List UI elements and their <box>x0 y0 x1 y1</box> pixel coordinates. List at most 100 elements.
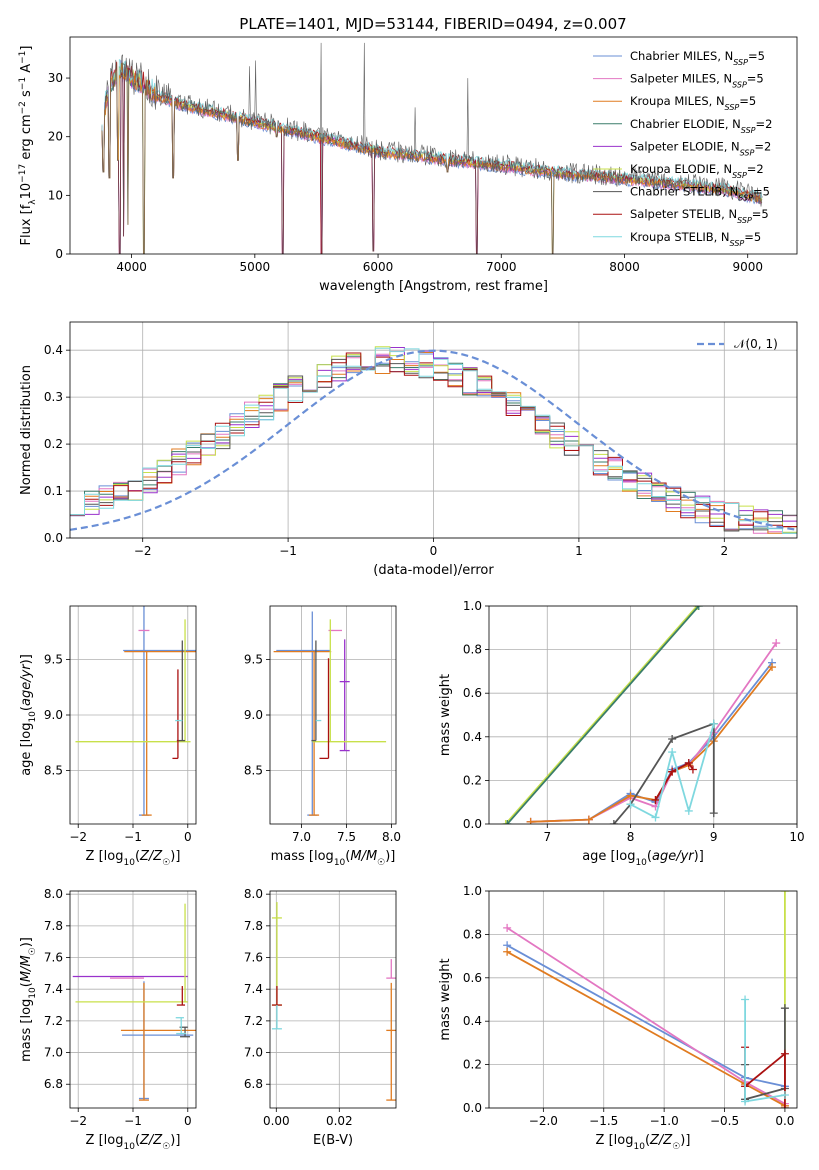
tick-label-x: 0.02 <box>326 1114 353 1128</box>
series-marker <box>668 767 677 776</box>
tick-label-x: 5000 <box>240 260 271 274</box>
axes-frame <box>269 605 397 825</box>
legend-label: Salpeter ELODIE, NSSP=2 <box>630 139 771 157</box>
series-marker <box>503 923 512 932</box>
tick-label-x: 0 <box>430 544 438 558</box>
tick-label-y: 7.2 <box>44 1014 63 1028</box>
series-line <box>530 642 777 823</box>
normal-curve <box>70 349 797 531</box>
axes-frame <box>69 36 798 255</box>
tick-label-y: 0.0 <box>44 531 63 545</box>
tick-label-x: 7000 <box>486 260 517 274</box>
axes-frame <box>488 890 798 1109</box>
tick-label-y: 0.6 <box>463 971 482 985</box>
axis-label: Z [log10(Z/Z☉)] <box>596 1133 691 1152</box>
series-line <box>101 61 763 254</box>
plot-area <box>503 891 789 1108</box>
tick-label-y: 8.0 <box>244 887 263 901</box>
series-marker <box>780 1090 789 1099</box>
tick-label-y: 0.8 <box>463 643 482 657</box>
tick-label-y: 7.6 <box>244 951 263 965</box>
series-line <box>101 62 763 254</box>
legend-label: Salpeter STELIB, NSSP=5 <box>630 207 769 225</box>
tick-label-x: −1 <box>124 1114 142 1128</box>
chart-residuals: −2 −1 0 1 2 0.0 0.1 0.2 0.3 0.4 (data-model)/error… <box>19 321 798 578</box>
tick-label-x: −0.5 <box>710 1114 739 1128</box>
plot-area <box>72 903 196 1101</box>
tick-label-y: 6.8 <box>244 1077 263 1091</box>
axis-label: age [log10(age/yr)] <box>19 654 38 776</box>
series-marker <box>694 606 703 610</box>
tick-label-x: 9 <box>710 830 718 844</box>
tick-label-y: 8.5 <box>44 764 63 778</box>
axes-frame <box>488 605 798 825</box>
tick-label-y: 9.5 <box>244 652 263 666</box>
axis-label: mass weight <box>438 674 453 756</box>
chart-mass-vs-ebv: 0.00 0.02 6.8 7.0 7.2 7.4 7.6 7.8 8.0 E(B-V) <box>244 887 397 1148</box>
axis-label: Z [log10(Z/Z☉)] <box>86 849 181 868</box>
series-marker <box>668 748 677 757</box>
series-marker <box>626 800 635 809</box>
tick-label-x: 7.0 <box>292 830 311 844</box>
tick-label-y: 7.4 <box>244 982 263 996</box>
series-line <box>504 606 698 824</box>
series-marker <box>741 1097 750 1106</box>
plot-area <box>101 42 763 254</box>
series-line <box>506 951 786 1107</box>
series-marker <box>668 734 677 743</box>
tick-label-y: 7.0 <box>44 1046 63 1060</box>
legend-label: 𝒩(0, 1) <box>734 337 778 351</box>
series-line <box>530 662 773 823</box>
axis-label: age [log10(age/yr)] <box>582 849 704 868</box>
axis-label: mass weight <box>438 958 453 1040</box>
tick-label-y: 7.2 <box>244 1014 263 1028</box>
tick-label-x: 10 <box>789 830 804 844</box>
tick-label-x: 8.0 <box>382 830 401 844</box>
axes-frame <box>69 890 197 1109</box>
tick-label-x: 0 <box>184 830 192 844</box>
series-marker <box>503 820 512 824</box>
series-marker <box>684 758 693 767</box>
tick-label-x: −1.0 <box>650 1114 679 1128</box>
chart-weight-vs-age: 7 8 9 10 0.0 0.2 0.4 0.6 0.8 1.0 age [log10(age/yr… <box>438 599 805 868</box>
tick-label-y: 7.6 <box>44 951 63 965</box>
plot-area <box>501 606 781 824</box>
tick-label-y: 6.8 <box>44 1077 63 1091</box>
series-marker <box>780 1004 789 1013</box>
tick-label-y: 0 <box>55 247 63 261</box>
plot-area <box>75 606 196 816</box>
plot-area <box>70 346 797 534</box>
tick-label-y: 0.4 <box>463 730 482 744</box>
tick-label-x: −2.0 <box>529 1114 558 1128</box>
series-marker <box>526 817 535 824</box>
legend: Chabrier MILES, NSSP=5 Salpeter MILES, NS… <box>593 49 772 247</box>
tick-label-y: 9.5 <box>44 652 63 666</box>
axis-label: mass [log10(M/M☉)] <box>19 937 38 1062</box>
tick-label-y: 0.0 <box>463 817 482 831</box>
tick-label-x: 0.0 <box>775 1114 794 1128</box>
axis-label: Z [log10(Z/Z☉)] <box>86 1133 181 1152</box>
axes-frame <box>69 605 197 825</box>
tick-label-y: 0.3 <box>44 390 63 404</box>
tick-label-x: −2 <box>69 830 87 844</box>
tick-label-y: 1.0 <box>463 599 482 613</box>
tick-label-y: 30 <box>48 71 63 85</box>
tick-label-y: 0.2 <box>44 437 63 451</box>
tick-label-x: 6000 <box>363 260 394 274</box>
legend-label: Kroupa ELODIE, NSSP=2 <box>630 162 764 180</box>
legend: 𝒩(0, 1) <box>697 337 778 351</box>
legend-label: Salpeter MILES, NSSP=5 <box>630 72 764 90</box>
plot-area <box>271 902 396 1101</box>
tick-label-y: 7.8 <box>44 919 63 933</box>
series-marker <box>501 820 510 824</box>
tick-label-y: 0.8 <box>463 927 482 941</box>
series-marker <box>651 796 660 805</box>
series-line <box>101 42 763 254</box>
axes-frame <box>69 321 798 539</box>
charts-layer: 4000 5000 6000 7000 8000 90000102030wavelengt… <box>18 36 805 1152</box>
chart-mass-vs-Z: −2 −1 0 6.8 7.0 7.2 7.4 7.6 7.8 8.0 Z [log10(Z/Z☉)… <box>19 887 197 1152</box>
series-marker <box>684 806 693 815</box>
tick-label-y: 0.6 <box>463 686 482 700</box>
tick-label-x: −1 <box>279 544 297 558</box>
